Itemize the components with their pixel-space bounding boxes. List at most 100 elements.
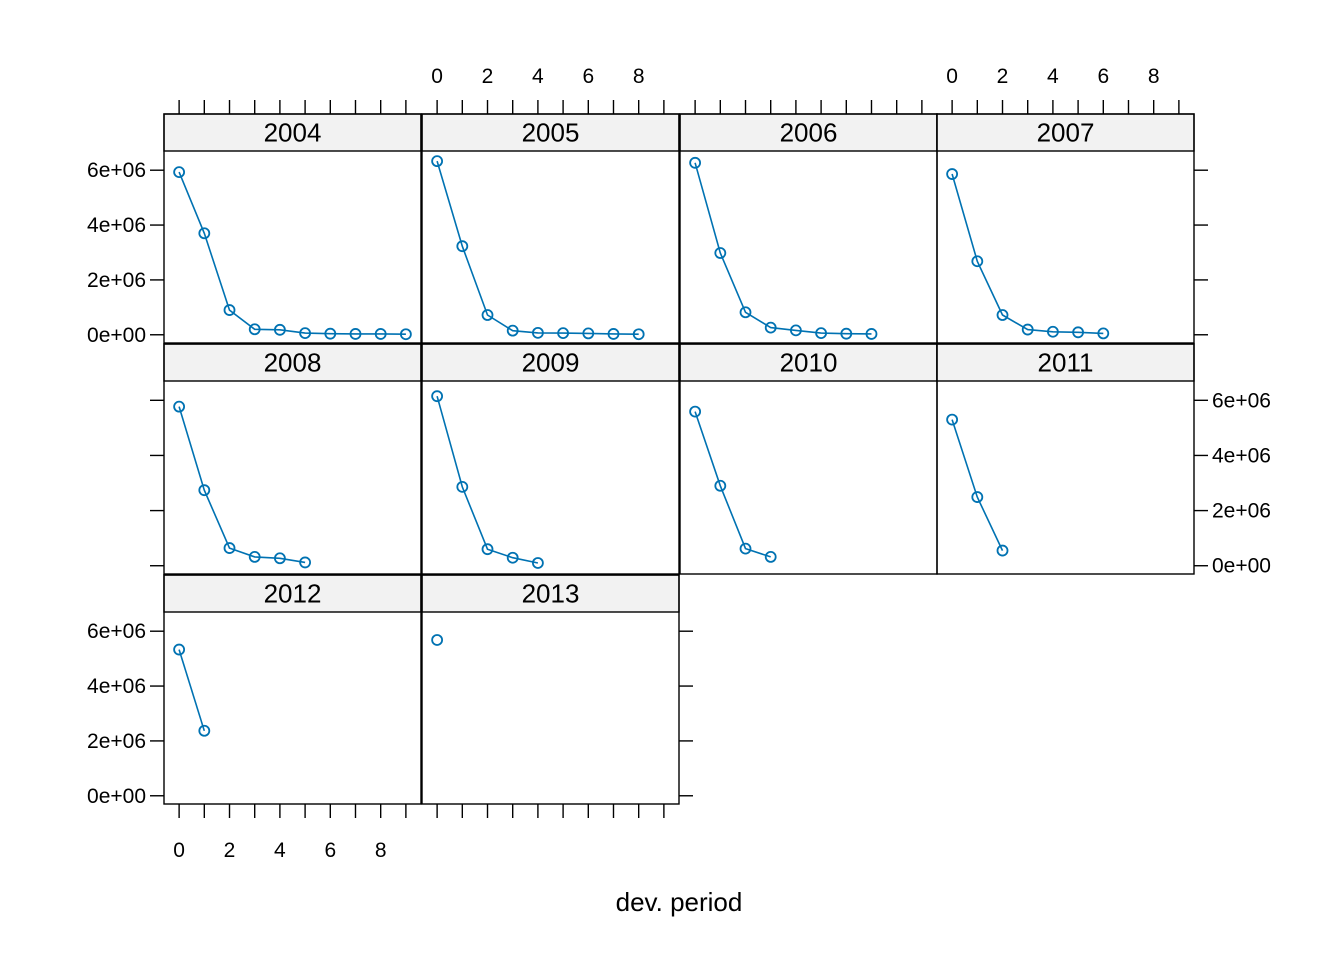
data-point: [865, 328, 878, 340]
panel-frame: [163, 113, 422, 344]
strip-label: 2004: [264, 118, 322, 148]
x-tick-label: 0: [173, 839, 185, 862]
y-tick-label: 4e+06: [87, 214, 146, 237]
y-tick-label: 4e+06: [1212, 444, 1271, 467]
panel-2012: 2012 0 2 4 6 8 0e+00 2e+06 4e+06 6e+06: [87, 574, 422, 862]
data-point: [456, 240, 469, 253]
panel-2010: 2010: [679, 343, 938, 575]
series-line-2004: [178, 171, 406, 335]
y-tick-label: 0e+00: [1212, 555, 1271, 578]
data-point: [299, 327, 311, 340]
y-tick-label: 6e+06: [1212, 389, 1271, 412]
strip-2012: [163, 574, 422, 613]
x-tick-label: 6: [582, 65, 594, 88]
panel-frame: [936, 113, 1195, 344]
data-point: [689, 156, 702, 169]
strip-2004: [163, 113, 422, 152]
series-line-2007: [951, 173, 1104, 335]
data-point: [996, 544, 1009, 557]
panel-2008: 2008: [150, 343, 422, 575]
series-line-2005: [436, 160, 639, 335]
data-point: [1097, 327, 1110, 340]
data-point: [764, 551, 777, 563]
data-point: [996, 309, 1009, 321]
data-point: [607, 328, 620, 340]
panel-frame: [163, 574, 422, 805]
data-point: [198, 484, 211, 497]
data-point: [714, 247, 727, 259]
x-tick-label: 0: [946, 65, 958, 88]
panel-frame: [421, 113, 680, 344]
strip-label: 2012: [264, 579, 322, 609]
x-tick-label: 0: [431, 65, 443, 88]
panel-2009: 2009: [421, 343, 680, 575]
data-point: [532, 326, 544, 339]
x-tick-label: 2: [482, 65, 494, 88]
series-line-2010: [694, 411, 771, 558]
data-point: [399, 328, 412, 341]
data-point: [632, 328, 645, 341]
y-tick-label: 4e+06: [87, 675, 146, 698]
data-point: [431, 155, 444, 168]
panel-2004: 2004 0e+00 2e+06 4e+06 6e+06: [87, 100, 422, 347]
data-point: [274, 323, 286, 336]
data-point: [274, 552, 286, 565]
data-point: [324, 327, 337, 340]
data-point: [173, 166, 186, 179]
strip-2008: [163, 343, 422, 382]
data-point: [431, 390, 444, 403]
strip-label: 2011: [1038, 348, 1094, 378]
panel-2006: 2006: [679, 100, 938, 344]
data-point: [349, 328, 362, 340]
strip-2007: [936, 113, 1195, 152]
data-point: [971, 255, 984, 268]
x-tick-label: 2: [224, 839, 236, 862]
x-tick-label: 8: [375, 839, 387, 862]
data-point: [223, 542, 236, 554]
data-point: [815, 327, 827, 340]
panel-2011: 2011 0e+00 2e+06 4e+06 6e+06: [936, 343, 1271, 578]
data-point: [506, 551, 519, 564]
strip-label: 2010: [780, 348, 838, 378]
data-point: [248, 323, 261, 336]
data-point: [1047, 325, 1059, 338]
panel-2013: 2013: [421, 574, 693, 818]
data-point: [739, 542, 752, 555]
x-tick-label: 6: [324, 839, 336, 862]
data-point: [739, 306, 752, 319]
series-line-2012: [178, 649, 206, 732]
data-point: [532, 557, 544, 569]
y-tick-label: 0e+00: [87, 785, 146, 808]
strip-label: 2006: [780, 118, 838, 148]
data-point: [374, 328, 387, 340]
strip-label: 2007: [1037, 118, 1095, 148]
panel-frame: [936, 343, 1195, 575]
x-tick-label: 4: [532, 65, 544, 88]
y-tick-label: 2e+06: [87, 269, 146, 292]
panel-2007: 2007 0 2 4 6 8: [936, 65, 1208, 344]
data-point: [764, 321, 777, 334]
data-point: [1072, 326, 1084, 339]
data-point: [714, 479, 727, 492]
y-tick-label: 2e+06: [87, 730, 146, 753]
x-tick-label: 4: [274, 839, 286, 862]
series-line-2008: [178, 406, 306, 564]
data-point: [689, 405, 702, 418]
data-point: [223, 304, 236, 316]
panel-2005: 2005 0 2 4 6 8: [421, 65, 680, 344]
data-point: [456, 480, 469, 493]
x-tick-label: 8: [633, 65, 645, 88]
y-tick-label: 6e+06: [87, 620, 146, 643]
strip-label: 2008: [264, 348, 322, 378]
x-tick-label: 6: [1097, 65, 1109, 88]
data-point: [248, 551, 261, 563]
data-point: [1021, 323, 1034, 336]
data-point: [299, 556, 311, 569]
panel-frame: [421, 574, 680, 805]
x-tick-label: 2: [997, 65, 1009, 88]
y-tick-label: 0e+00: [87, 324, 146, 347]
data-point: [198, 724, 211, 737]
data-point: [582, 327, 595, 340]
